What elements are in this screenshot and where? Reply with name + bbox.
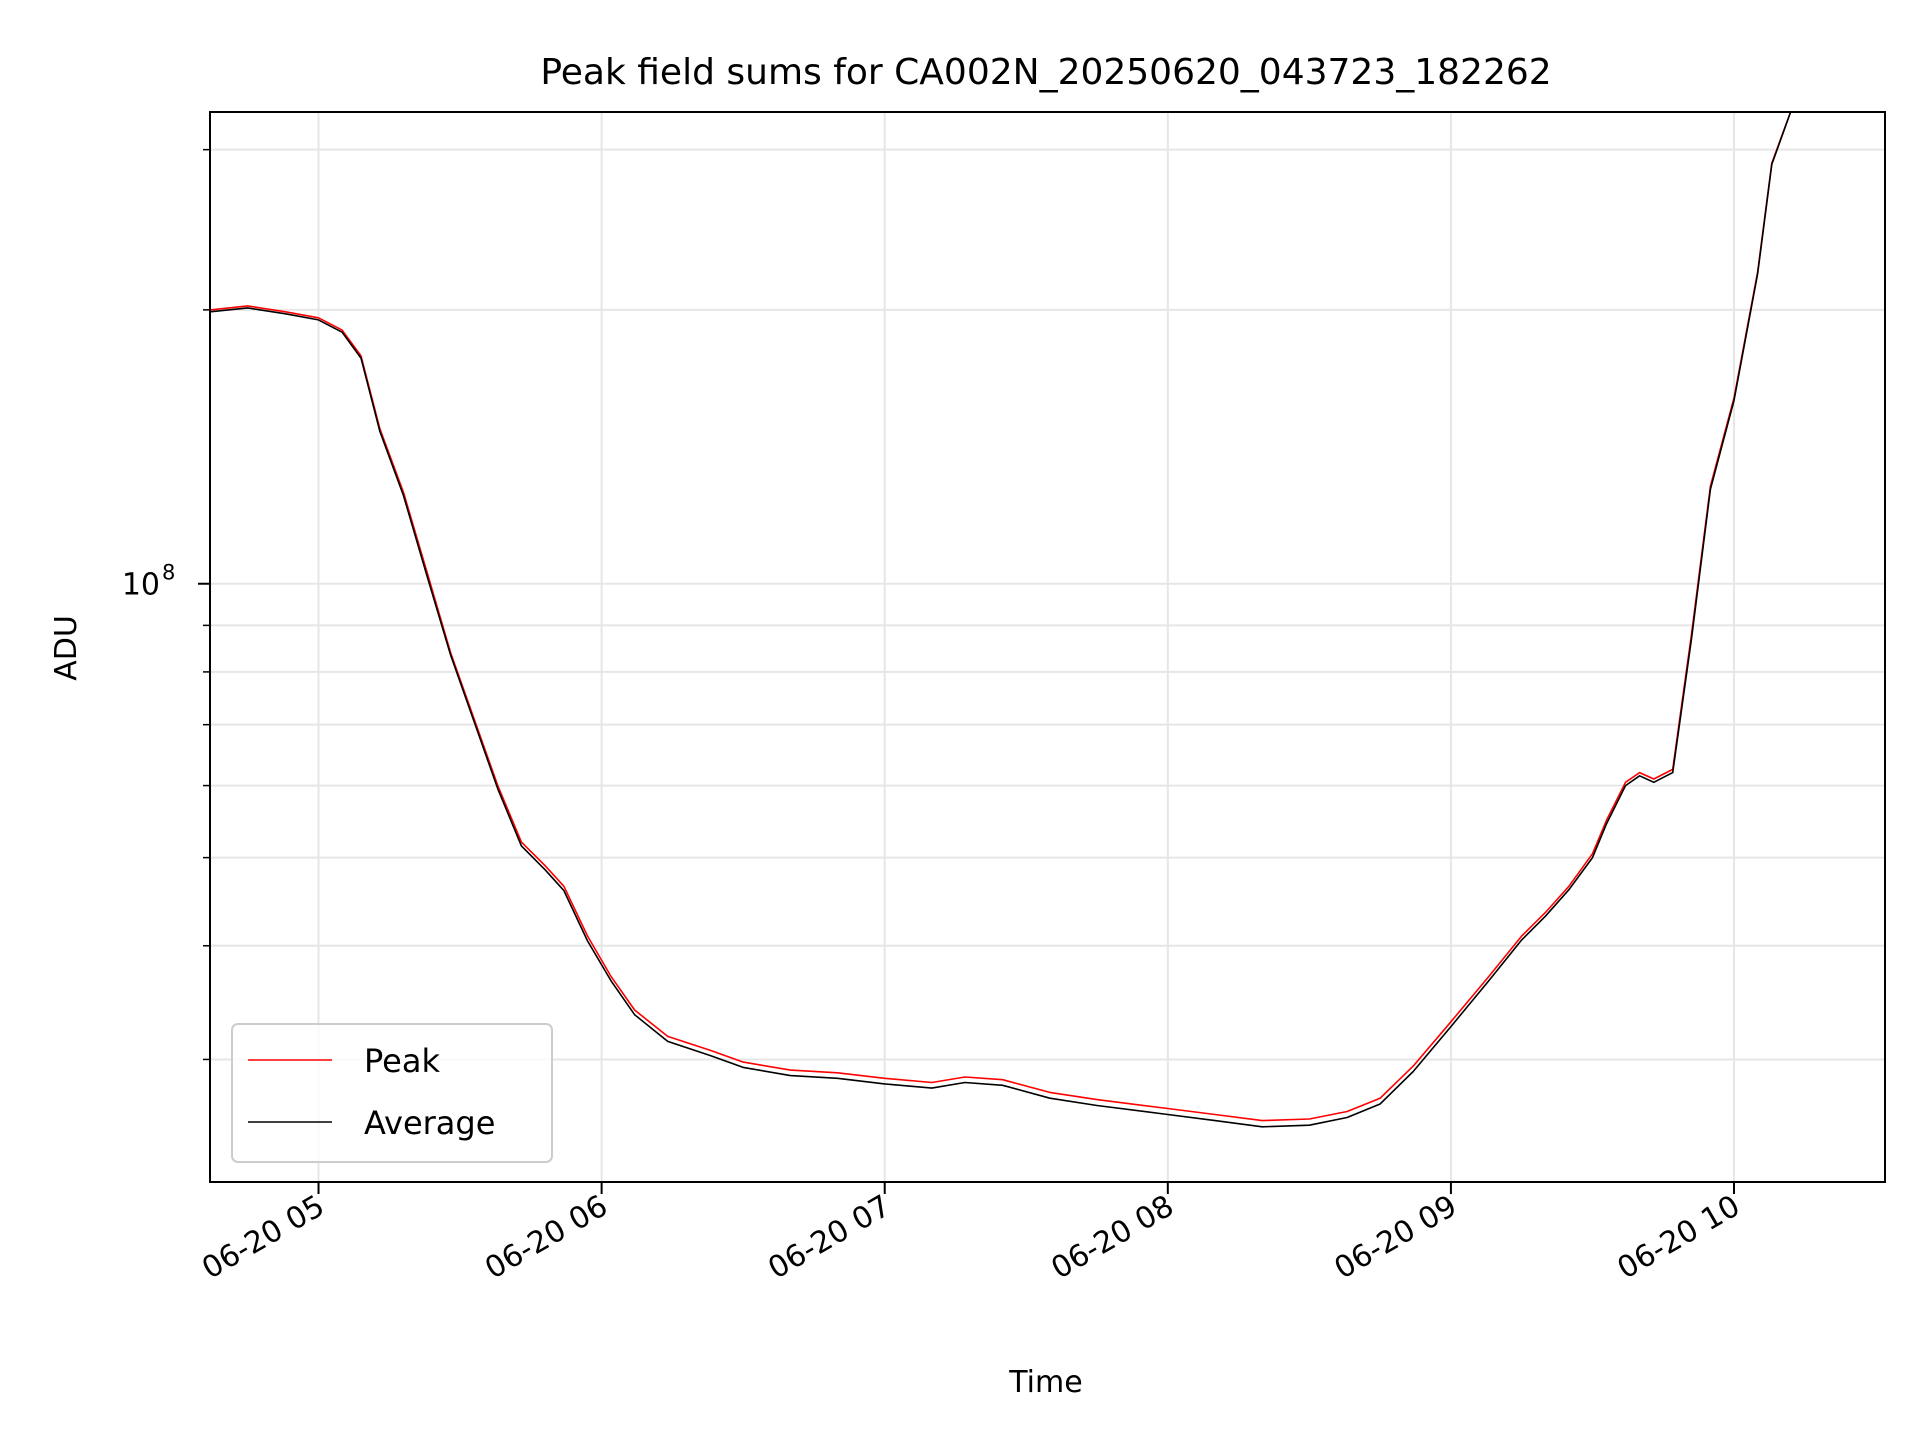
legend-label-average: Average	[364, 1104, 495, 1142]
plot-series	[209, 111, 1792, 1128]
x-axis-label: Time	[1008, 1365, 1082, 1400]
legend-label-peak: Peak	[364, 1042, 440, 1080]
series-line-average	[209, 111, 1792, 1128]
y-tick-label: 10 8	[122, 561, 176, 603]
legend: Peak Average	[231, 1023, 553, 1163]
y-tick-label-base: 10	[122, 568, 160, 603]
y-axis-label: ADU	[49, 615, 84, 681]
y-tick-label-exponent: 8	[162, 561, 175, 585]
legend-box	[231, 1023, 553, 1163]
plot-area-frame	[209, 111, 1886, 1183]
series-line-peak	[209, 111, 1792, 1122]
y-axis: 10 8	[122, 148, 210, 1061]
chart-title: Peak field sums for CA002N_20250620_0437…	[540, 52, 1551, 93]
gridlines	[210, 112, 1885, 1182]
